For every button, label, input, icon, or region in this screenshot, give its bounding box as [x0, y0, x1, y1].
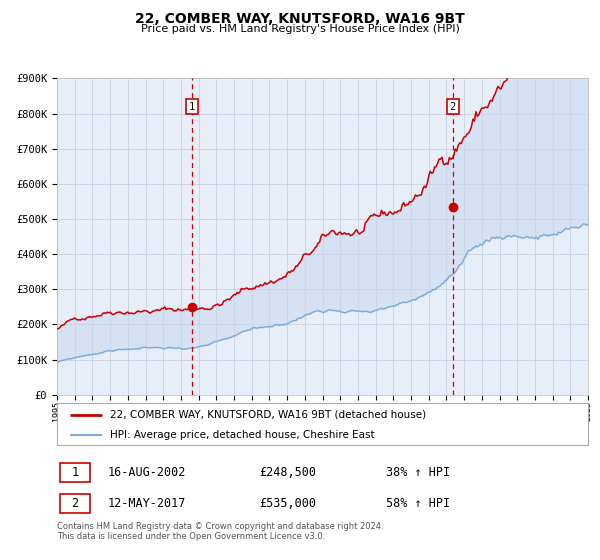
Text: £248,500: £248,500: [259, 466, 316, 479]
FancyBboxPatch shape: [57, 403, 588, 445]
Text: 1: 1: [189, 102, 195, 112]
Text: 2: 2: [449, 102, 456, 112]
Text: 12-MAY-2017: 12-MAY-2017: [107, 497, 186, 510]
Text: Contains HM Land Registry data © Crown copyright and database right 2024.
This d: Contains HM Land Registry data © Crown c…: [57, 522, 383, 542]
Text: 22, COMBER WAY, KNUTSFORD, WA16 9BT: 22, COMBER WAY, KNUTSFORD, WA16 9BT: [135, 12, 465, 26]
Text: Price paid vs. HM Land Registry's House Price Index (HPI): Price paid vs. HM Land Registry's House …: [140, 24, 460, 34]
Text: 38% ↑ HPI: 38% ↑ HPI: [386, 466, 451, 479]
Text: 22, COMBER WAY, KNUTSFORD, WA16 9BT (detached house): 22, COMBER WAY, KNUTSFORD, WA16 9BT (det…: [110, 410, 426, 420]
Text: 2: 2: [71, 497, 79, 510]
Text: 16-AUG-2002: 16-AUG-2002: [107, 466, 186, 479]
FancyBboxPatch shape: [59, 493, 91, 513]
Text: £535,000: £535,000: [259, 497, 316, 510]
Text: HPI: Average price, detached house, Cheshire East: HPI: Average price, detached house, Ches…: [110, 430, 375, 440]
Text: 58% ↑ HPI: 58% ↑ HPI: [386, 497, 451, 510]
FancyBboxPatch shape: [59, 463, 91, 482]
Text: 1: 1: [71, 466, 79, 479]
